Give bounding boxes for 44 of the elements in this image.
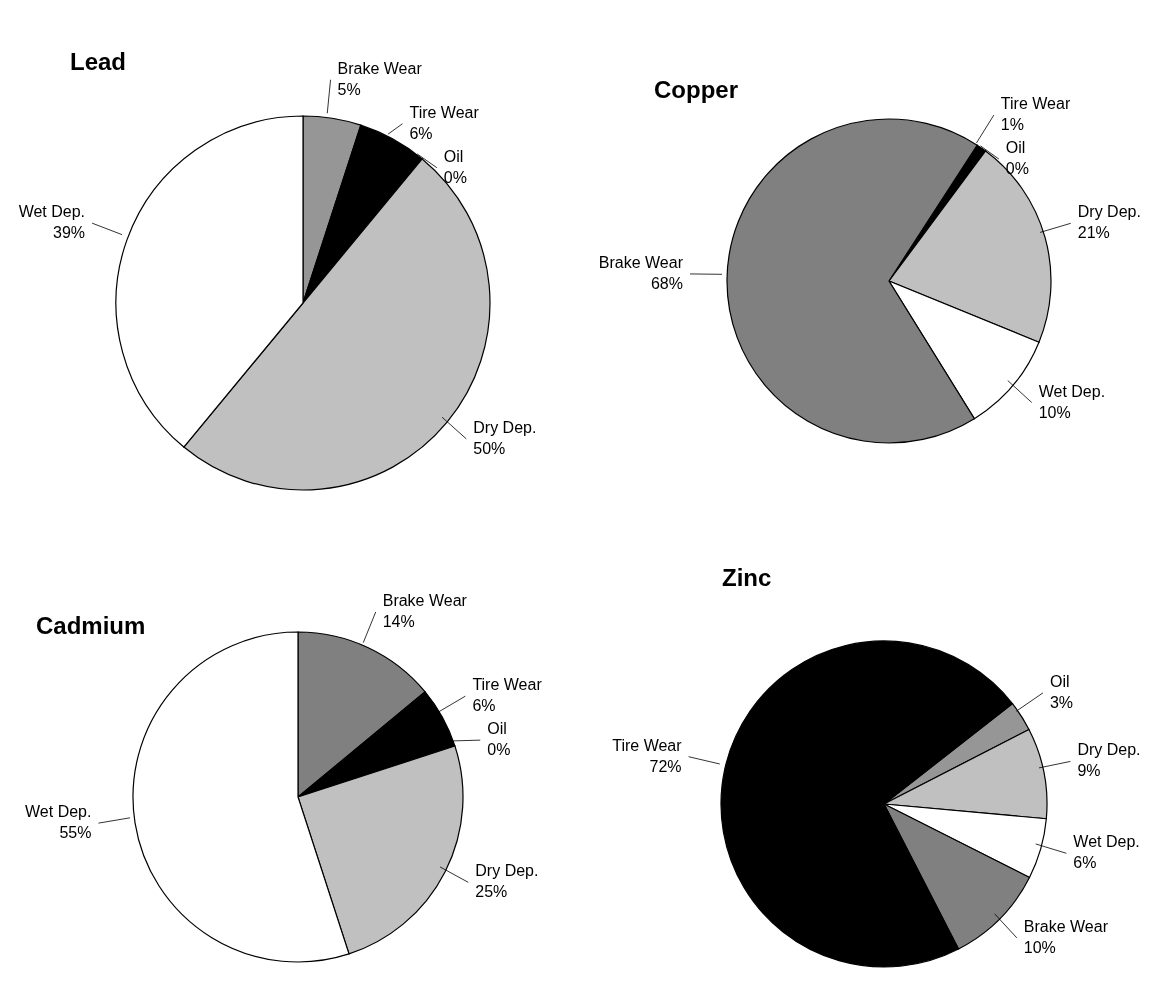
- data-label: 10%: [1023, 938, 1056, 956]
- slice-label: Tire Wear: [612, 736, 683, 754]
- data-label: 72%: [649, 757, 682, 775]
- slice-label: Dry Dep.: [475, 862, 539, 880]
- data-label: 14%: [382, 612, 415, 630]
- data-label: 5%: [337, 80, 361, 98]
- slice-label: Brake Wear: [337, 59, 423, 77]
- slice-label: Dry Dep.: [1077, 203, 1141, 221]
- slice-label: Tire Wear: [472, 676, 543, 694]
- slice-label: Oil: [1049, 672, 1070, 690]
- slice-label: Wet Dep.: [1038, 382, 1106, 400]
- data-label: 3%: [1049, 693, 1074, 711]
- data-label: 6%: [1073, 854, 1097, 872]
- text: 0%: [443, 168, 467, 186]
- data-label: 9%: [1077, 762, 1101, 780]
- chart-title: Copper: [654, 76, 738, 104]
- text: 0%: [487, 741, 511, 759]
- slice-label: Tire Wear: [409, 103, 480, 121]
- data-label: 68%: [650, 274, 684, 292]
- data-label: 21%: [1077, 224, 1110, 242]
- data-label: 39%: [53, 224, 86, 242]
- slice-label: Wet Dep.: [25, 803, 92, 821]
- legend-label: Oil: [1005, 139, 1026, 157]
- slice-label: Dry Dep.: [1077, 741, 1141, 759]
- data-label: 25%: [475, 883, 508, 901]
- data-label: 1%: [1000, 116, 1024, 134]
- data-label: 50%: [473, 439, 506, 457]
- slice-label: Brake Wear: [382, 591, 468, 609]
- slice-label: Wet Dep.: [18, 203, 86, 221]
- slice-label: Dry Dep.: [473, 418, 537, 436]
- data-label: 10%: [1038, 403, 1071, 421]
- chart-title: Zinc: [722, 564, 772, 592]
- data-label: 6%: [409, 124, 433, 142]
- legend-label: Oil: [443, 147, 464, 165]
- chart-title: Lead: [70, 48, 127, 76]
- slice-label: Brake Wear: [598, 253, 684, 271]
- slice-label: Wet Dep.: [1073, 833, 1140, 851]
- data-label: 55%: [59, 824, 92, 842]
- text: Cadmium: [36, 612, 146, 640]
- slice-label: Tire Wear: [1000, 95, 1071, 113]
- category-label: Oil: [487, 720, 507, 738]
- text: 0%: [1005, 160, 1029, 178]
- slice-label: Brake Wear: [1023, 917, 1109, 935]
- data-label: 6%: [472, 697, 496, 715]
